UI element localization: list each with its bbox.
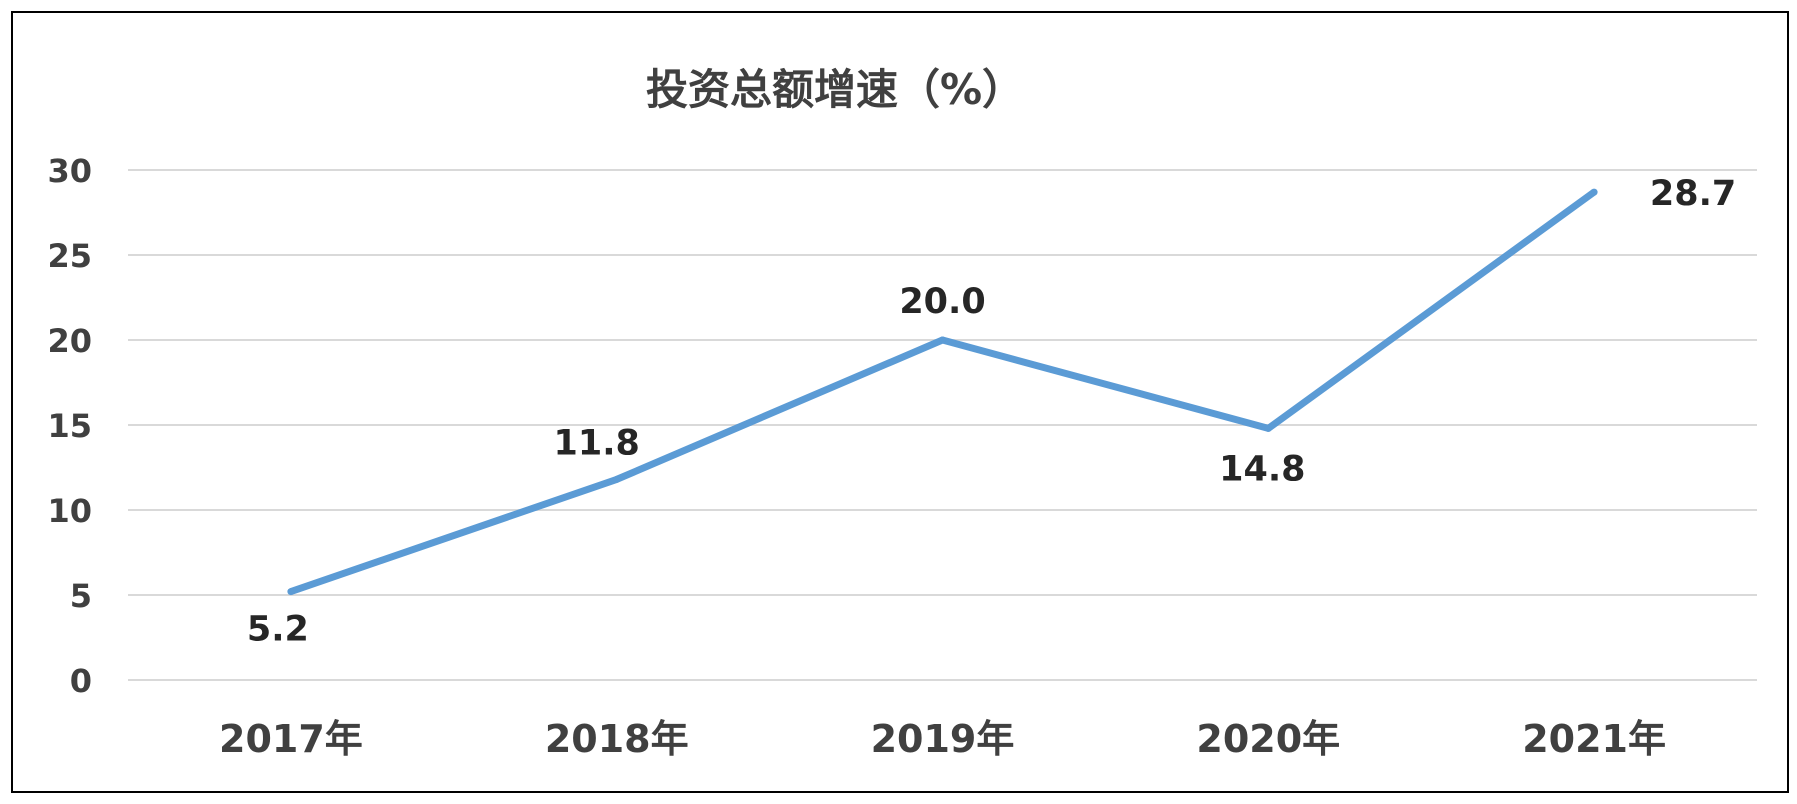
series-line [289, 189, 1597, 595]
x-tick-label: 2019年 [871, 717, 1015, 761]
y-tick-label: 0 [70, 662, 92, 700]
data-label: 20.0 [899, 282, 985, 322]
data-label: 5.2 [247, 610, 309, 650]
data-label: 28.7 [1650, 174, 1736, 214]
y-tick-label: 5 [70, 577, 92, 615]
x-tick-label: 2020年 [1196, 717, 1340, 761]
chart-title: 投资总额增速（%） [646, 65, 1024, 114]
data-labels: 5.2 11.8 20.0 14.8 28.7 [247, 174, 1736, 649]
y-tick-label: 20 [47, 322, 92, 360]
data-point [613, 475, 621, 483]
y-tick-label: 10 [47, 492, 92, 530]
y-tick-label: 15 [47, 407, 92, 445]
series-line-group [287, 188, 1598, 596]
gridlines [128, 169, 1757, 681]
data-point [1264, 424, 1272, 432]
y-axis-tick-labels: 0 5 10 15 20 25 30 [47, 152, 92, 700]
chart-frame [11, 11, 1789, 793]
data-point [939, 336, 946, 344]
data-label: 14.8 [1219, 449, 1305, 489]
data-point [287, 588, 295, 596]
data-label: 11.8 [554, 423, 640, 463]
y-tick-label: 25 [47, 237, 92, 275]
y-tick-label: 30 [47, 152, 92, 190]
x-tick-label: 2017年 [219, 717, 363, 761]
x-axis-tick-labels: 2017年 2018年 2019年 2020年 2021年 [219, 717, 1666, 761]
data-point [1590, 188, 1598, 196]
x-tick-label: 2021年 [1522, 717, 1666, 761]
x-tick-label: 2018年 [545, 717, 689, 761]
